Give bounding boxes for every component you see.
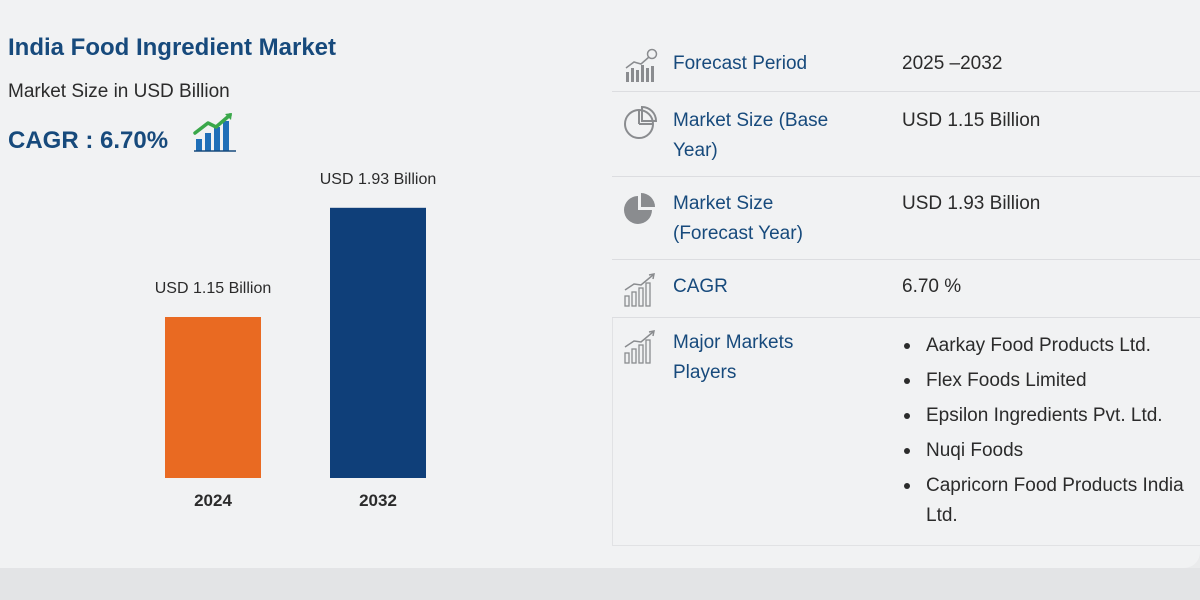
list-item: Aarkay Food Products Ltd. [902,328,1198,363]
list-item: Capricorn Food Products India Ltd. [902,468,1198,531]
row-major-players: Major Markets Players Aarkay Food Produc… [612,318,1200,546]
players-list: Aarkay Food Products Ltd. Flex Foods Lim… [902,328,1198,531]
bar-data-label: USD 1.15 Billion [155,280,272,297]
pie-chart-filled-icon [624,193,655,224]
page-title: India Food Ingredient Market [8,34,337,61]
bar-chart-clock-icon [625,48,658,82]
list-item: Epsilon Ingredients Pvt. Ltd. [902,398,1198,433]
bottom-strip [0,568,1200,600]
list-item: Flex Foods Limited [902,363,1198,398]
bar-2024 [165,317,261,478]
summary-panel: Forecast Period 2025 –2032 Market Size (… [612,36,1200,546]
cagr-label: CAGR [673,276,728,297]
forecast-period-label: Forecast Period [673,53,808,74]
row-cagr: CAGR 6.70 % [612,260,1200,318]
bar-data-label: USD 1.93 Billion [320,171,437,188]
base-year-label: Market Size (Base Year) [673,110,829,161]
panel-divider [612,318,1200,546]
row-forecast-period: Forecast Period 2025 –2032 [612,36,1200,92]
growth-chart-icon [624,330,655,364]
growth-chart-icon [624,273,655,307]
growth-arrow-icon [193,113,236,152]
x-tick-label: 2024 [194,491,232,510]
bar-chart: USD 1.15 Billion 2024 USD 1.93 Billion 2032 [155,171,437,510]
forecast-year-value: USD 1.93 Billion [902,193,1041,214]
market-size-subtitle: Market Size in USD Billion [8,81,230,102]
forecast-year-label: Market Size (Forecast Year) [673,193,803,244]
cagr-headline: CAGR : 6.70% [8,127,169,154]
row-base-year: Market Size (Base Year) USD 1.15 Billion [612,92,1200,177]
cagr-value: 6.70 % [902,276,962,297]
list-item: Nuqi Foods [902,433,1198,468]
base-year-value: USD 1.15 Billion [902,110,1041,131]
x-tick-label: 2032 [359,491,397,510]
forecast-period-value: 2025 –2032 [902,53,1003,74]
pie-chart-outline-icon [624,105,658,139]
major-players-label: Major Markets Players [673,332,794,383]
bar-2032 [330,207,426,479]
row-forecast-year: Market Size (Forecast Year) USD 1.93 Bil… [612,177,1200,260]
